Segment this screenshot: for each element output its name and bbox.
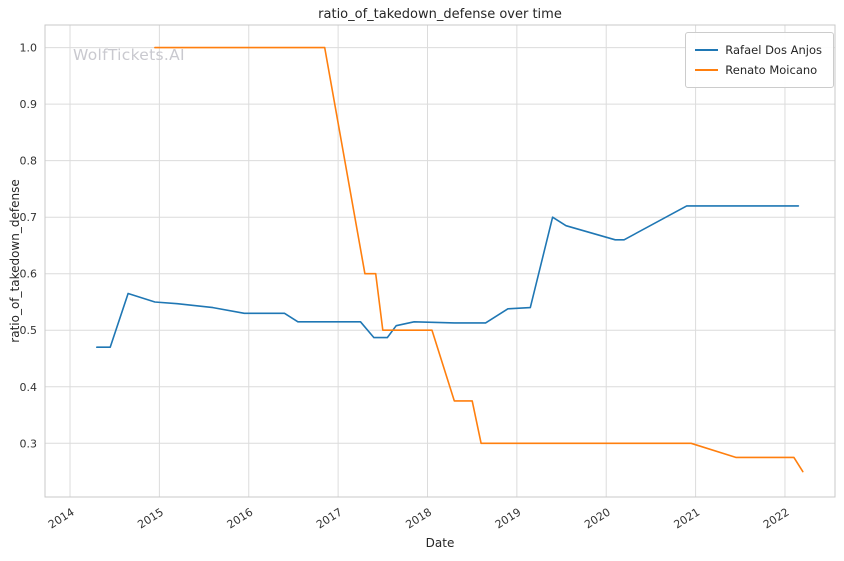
x-tick-label: 2019 [493, 506, 524, 532]
legend-item-renato-moicano: Renato Moicano [695, 60, 822, 80]
x-tick-label: 2021 [672, 506, 703, 532]
y-tick-label: 0.3 [20, 437, 38, 450]
y-tick-label: 1.0 [20, 42, 38, 55]
legend-label: Renato Moicano [725, 63, 818, 77]
y-tick-label: 0.8 [20, 155, 38, 168]
legend-item-rafael-dos-anjos: Rafael Dos Anjos [695, 40, 822, 60]
y-tick-label: 0.5 [20, 324, 38, 337]
x-tick-label: 2017 [314, 506, 345, 532]
legend-line-swatch [695, 69, 719, 71]
y-tick-label: 0.6 [20, 268, 38, 281]
y-tick-label: 0.7 [20, 211, 38, 224]
x-tick-label: 2016 [225, 506, 256, 532]
legend-label: Rafael Dos Anjos [725, 43, 822, 57]
y-tick-label: 0.9 [20, 98, 38, 111]
plot-border [44, 24, 836, 498]
x-axis-label: Date [425, 536, 455, 550]
series-line-rafael-dos-anjos [96, 205, 800, 349]
chart-title: ratio_of_takedown_defense over time [318, 7, 562, 22]
legend-line-swatch [695, 49, 719, 51]
x-tick-label: 2018 [403, 506, 434, 532]
x-tick-label: 2015 [135, 506, 166, 532]
watermark: WolfTickets.AI [73, 46, 185, 64]
x-tick-label: 2022 [761, 506, 792, 532]
series-line-renato-moicano [154, 46, 804, 473]
x-tick-label: 2014 [46, 506, 77, 532]
y-tick-label: 0.4 [20, 381, 38, 394]
x-tick-label: 2020 [582, 506, 613, 532]
legend: Rafael Dos Anjos Renato Moicano [685, 32, 834, 88]
